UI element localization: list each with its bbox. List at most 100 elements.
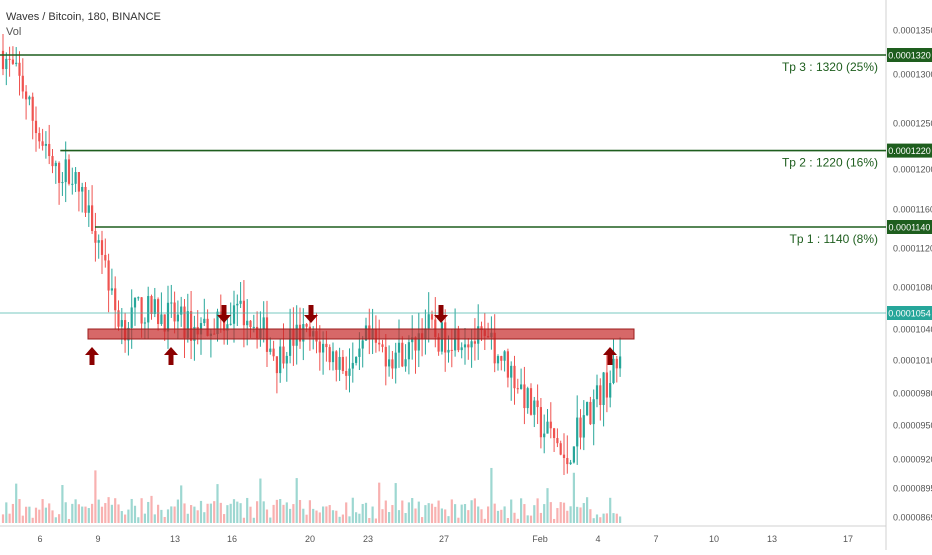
candle-body bbox=[190, 311, 193, 341]
volume-bar bbox=[421, 517, 424, 523]
candle-body bbox=[219, 311, 222, 316]
volume-bar bbox=[48, 503, 51, 523]
volume-bar bbox=[427, 503, 430, 523]
candle-body bbox=[153, 299, 156, 315]
volume-bar bbox=[322, 506, 325, 523]
volume-bar bbox=[533, 505, 536, 523]
candle-body bbox=[615, 358, 618, 369]
volume-bar bbox=[496, 510, 500, 523]
volume-bar bbox=[348, 516, 351, 523]
volume-bar bbox=[480, 509, 483, 523]
volume-bar bbox=[526, 515, 529, 523]
candle-body bbox=[203, 318, 206, 324]
volume-bar bbox=[388, 512, 391, 523]
volume-bar bbox=[407, 502, 410, 523]
candle-body bbox=[619, 356, 622, 369]
target-level-label: Tp 3 : 1320 (25%) bbox=[782, 60, 878, 74]
volume-bar bbox=[338, 516, 341, 523]
volume-bar bbox=[500, 509, 503, 523]
volume-bar bbox=[256, 501, 259, 523]
candle-body bbox=[388, 359, 391, 367]
volume-bar bbox=[510, 499, 513, 523]
volume-bar bbox=[54, 517, 57, 523]
volume-bar bbox=[97, 499, 100, 523]
volume-bar bbox=[368, 517, 371, 523]
candle-body bbox=[94, 230, 97, 243]
candle-body bbox=[232, 305, 236, 324]
target-level-tag bbox=[887, 220, 932, 234]
candle-body bbox=[318, 341, 321, 353]
volume-bar bbox=[417, 501, 420, 523]
volume-bar bbox=[378, 482, 381, 523]
volume-bar bbox=[34, 507, 38, 523]
volume-bar bbox=[58, 514, 61, 523]
volume-bar bbox=[84, 506, 87, 523]
volume-bar bbox=[143, 513, 146, 523]
target-level-tag bbox=[887, 48, 932, 62]
volume-label: Vol bbox=[6, 26, 22, 38]
volume-bar bbox=[31, 517, 34, 523]
volume-bar bbox=[209, 503, 212, 523]
target-level-label: Tp 1 : 1140 (8%) bbox=[790, 232, 879, 246]
volume-bar bbox=[569, 506, 572, 523]
volume-bar bbox=[589, 509, 592, 523]
candle-body bbox=[358, 348, 361, 357]
candle-body bbox=[572, 446, 575, 463]
candle-body bbox=[529, 388, 533, 415]
candle-body bbox=[61, 182, 64, 184]
volume-bar bbox=[160, 509, 163, 523]
volume-bar bbox=[28, 506, 31, 523]
volume-bar bbox=[364, 502, 368, 523]
y-tick-label: 0.0000895 bbox=[893, 484, 932, 494]
candle-body bbox=[180, 306, 183, 315]
candle-body bbox=[107, 260, 110, 291]
candle-body bbox=[183, 306, 186, 338]
volume-bar bbox=[157, 504, 160, 523]
volume-bar bbox=[44, 507, 47, 523]
volume-bar bbox=[64, 502, 67, 523]
x-tick-label: 23 bbox=[363, 534, 373, 544]
candle-body bbox=[147, 296, 150, 323]
volume-bar bbox=[516, 518, 519, 523]
volume-bar bbox=[117, 504, 120, 523]
candle-body bbox=[64, 159, 67, 183]
volume-bar bbox=[173, 506, 176, 523]
volume-bar bbox=[41, 499, 44, 523]
volume-bar bbox=[74, 499, 77, 523]
volume-bar bbox=[236, 501, 239, 523]
y-tick-label: 0.0001250 bbox=[893, 119, 932, 129]
candle-body bbox=[133, 297, 137, 308]
volume-bar bbox=[592, 518, 595, 523]
arrow-up-icon bbox=[603, 347, 617, 365]
volume-bar bbox=[219, 502, 222, 523]
volume-bar bbox=[249, 506, 252, 523]
arrow-down-icon bbox=[434, 305, 448, 323]
candle-body bbox=[117, 310, 120, 327]
volume-bar bbox=[341, 514, 344, 523]
candle-body bbox=[48, 143, 51, 157]
volume-bar bbox=[572, 472, 575, 523]
candle-body bbox=[285, 355, 288, 364]
volume-bar bbox=[206, 503, 209, 523]
candle-body bbox=[5, 58, 8, 70]
candle-body bbox=[325, 343, 328, 348]
volume-bar bbox=[269, 517, 272, 523]
x-tick-label: 4 bbox=[595, 534, 600, 544]
volume-bar bbox=[477, 506, 480, 523]
y-tick-label: 0.0000869 bbox=[893, 513, 932, 523]
candle-body bbox=[407, 342, 410, 360]
volume-bar bbox=[216, 484, 219, 523]
volume-bar bbox=[292, 504, 295, 523]
volume-bar bbox=[124, 514, 127, 523]
volume-bar bbox=[51, 510, 54, 523]
x-tick-label: Feb bbox=[532, 534, 548, 544]
volume-bar bbox=[289, 508, 292, 523]
volume-bar bbox=[457, 517, 460, 523]
candle-body bbox=[553, 428, 556, 439]
candle-body bbox=[120, 320, 123, 327]
volume-bar bbox=[358, 513, 361, 523]
target-level-tag bbox=[887, 143, 932, 158]
volume-bar bbox=[546, 488, 549, 523]
